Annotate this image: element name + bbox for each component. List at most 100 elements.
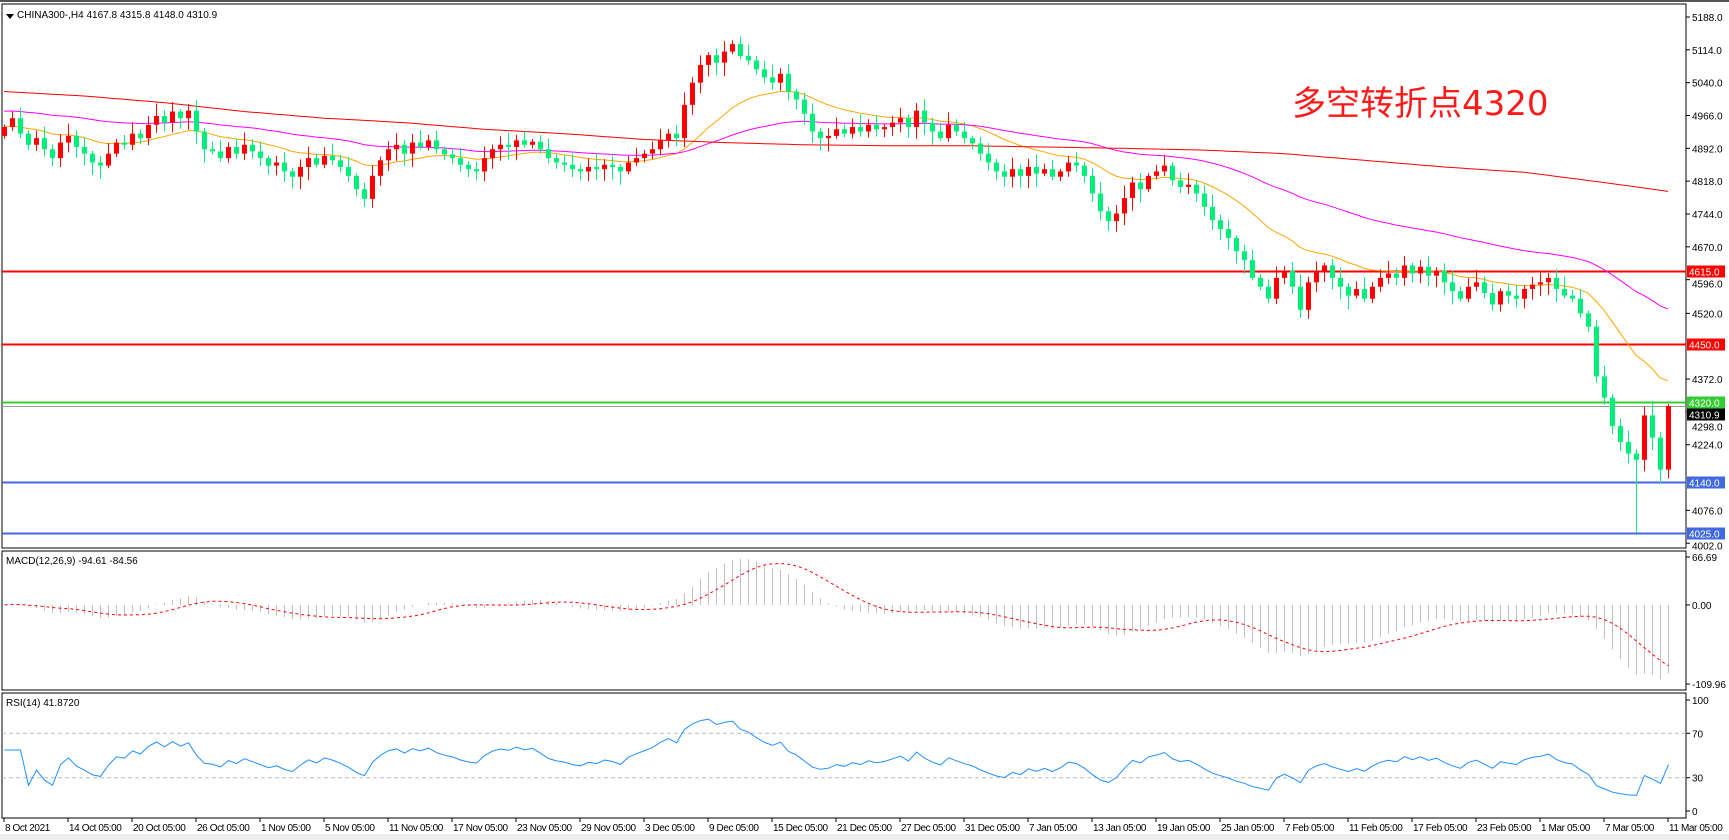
rsi-tick-label: 70 (1692, 729, 1704, 740)
candle-up (706, 55, 711, 65)
candle-down (1290, 270, 1295, 287)
candle-down (1178, 180, 1183, 187)
candle-down (1610, 397, 1615, 427)
candle-down (1194, 184, 1199, 194)
candle-up (778, 73, 783, 83)
candle-up (634, 158, 639, 163)
level-tag: 4320.0 (1689, 399, 1720, 410)
candle-up (530, 141, 535, 145)
time-tick-label: 14 Oct 05:00 (69, 823, 122, 834)
candle-down (1018, 169, 1023, 176)
candle-up (1322, 265, 1327, 272)
time-tick-label: 31 Dec 05:00 (965, 823, 1021, 834)
candle-down (842, 129, 847, 134)
macd-tick-label: 0.00 (1692, 601, 1712, 612)
candle-down (90, 153, 95, 163)
time-tick-label: 11 Mar 05:00 (1669, 823, 1723, 834)
candle-down (1090, 175, 1095, 194)
candle-up (154, 115, 159, 125)
candle-down (802, 99, 807, 114)
candle-up (826, 135, 831, 139)
price-tick-label: 4224.0 (1692, 441, 1723, 452)
macd-title: MACD(12,26,9) -94.61 -84.56 (6, 556, 138, 567)
candle-down (618, 166, 623, 172)
time-tick-label: 27 Dec 05:00 (901, 823, 957, 834)
candle-up (1538, 282, 1543, 285)
candle-up (1162, 165, 1167, 172)
candle-down (1338, 277, 1343, 287)
time-tick-label: 23 Feb 05:00 (1477, 823, 1532, 834)
candle-up (690, 82, 695, 105)
ma-fast-line (3, 91, 1669, 382)
candle-up (946, 124, 951, 139)
candle-down (986, 153, 991, 163)
time-tick-label: 11 Feb 05:00 (1349, 823, 1403, 834)
candle-up (698, 64, 703, 83)
candle-down (346, 166, 351, 176)
top-border (0, 0, 1729, 2)
candle-down (474, 169, 479, 172)
candle-down (1514, 295, 1519, 299)
candle-down (1330, 265, 1335, 278)
candle-down (1242, 251, 1247, 261)
candle-down (562, 162, 567, 165)
level-tag: 4450.0 (1689, 341, 1720, 352)
rsi-tick-label: 30 (1692, 774, 1704, 785)
candle-down (1578, 298, 1583, 314)
candle-down (554, 158, 559, 163)
candle-up (1282, 270, 1287, 278)
candle-down (354, 175, 359, 190)
level-tag-bg (1687, 396, 1725, 409)
time-tick-label: 7 Mar 05:00 (1605, 823, 1655, 834)
candle-down (1234, 237, 1239, 252)
candle-up (666, 133, 671, 141)
rsi-tick-label: 100 (1692, 696, 1709, 707)
time-tick-label: 1 Mar 05:00 (1541, 823, 1591, 834)
candle-down (42, 138, 47, 150)
candle-down (930, 122, 935, 132)
candle-up (1026, 166, 1031, 176)
candle-down (922, 110, 927, 123)
candle-up (1130, 182, 1135, 199)
candle-down (674, 133, 679, 139)
candle-up (106, 153, 111, 166)
candle-down (746, 56, 751, 61)
candle-down (1570, 295, 1575, 299)
candle-down (1346, 286, 1351, 296)
candle-down (962, 131, 967, 139)
candle-down (258, 151, 263, 159)
candle-down (754, 60, 759, 70)
candle-down (938, 131, 943, 139)
time-tick-label: 26 Oct 05:00 (197, 823, 250, 834)
candle-down (434, 140, 439, 150)
candle-down (74, 135, 79, 147)
candle-down (122, 142, 127, 145)
level-tag-bg (1687, 527, 1725, 540)
price-tick-label: 4002.0 (1692, 542, 1723, 553)
candle-down (1410, 265, 1415, 274)
candle-down (1490, 292, 1495, 305)
candle-down (506, 144, 511, 147)
candle-down (1170, 165, 1175, 181)
candle-up (1146, 175, 1151, 190)
candle-down (138, 133, 143, 139)
candle-up (642, 153, 647, 159)
candle-up (514, 140, 519, 147)
candle-down (978, 143, 983, 154)
candle-down (1098, 193, 1103, 212)
candle-up (146, 124, 151, 139)
candle-down (282, 162, 287, 172)
candle-up (1530, 284, 1535, 289)
level-tag: 4025.0 (1689, 530, 1720, 541)
price-tick-label: 4892.0 (1692, 144, 1723, 155)
candle-up (866, 124, 871, 132)
candle-down (1602, 376, 1607, 398)
dropdown-triangle-icon[interactable] (6, 14, 14, 19)
candle-up (130, 133, 135, 145)
candle-down (1554, 277, 1559, 289)
candle-up (1114, 213, 1119, 222)
candle-down (210, 149, 215, 152)
candle-down (1258, 277, 1263, 287)
candle-down (1658, 437, 1663, 470)
